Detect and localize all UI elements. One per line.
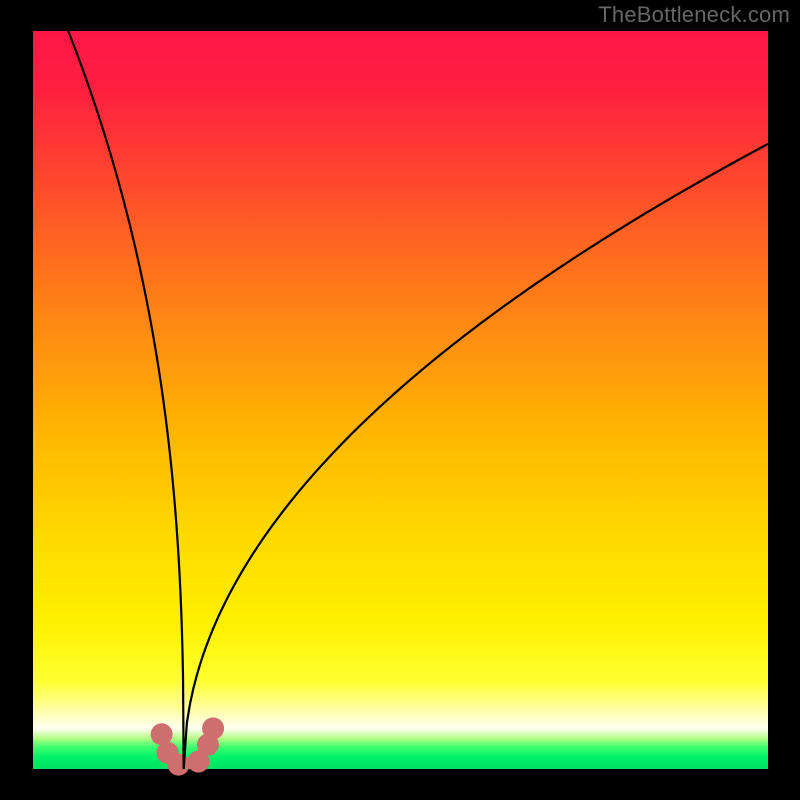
- marker-dot: [168, 754, 190, 776]
- chart-svg: [0, 0, 800, 800]
- marker-dot: [202, 717, 224, 739]
- plot-background: [33, 31, 768, 769]
- chart-container: TheBottleneck.com: [0, 0, 800, 800]
- watermark-text: TheBottleneck.com: [598, 2, 790, 28]
